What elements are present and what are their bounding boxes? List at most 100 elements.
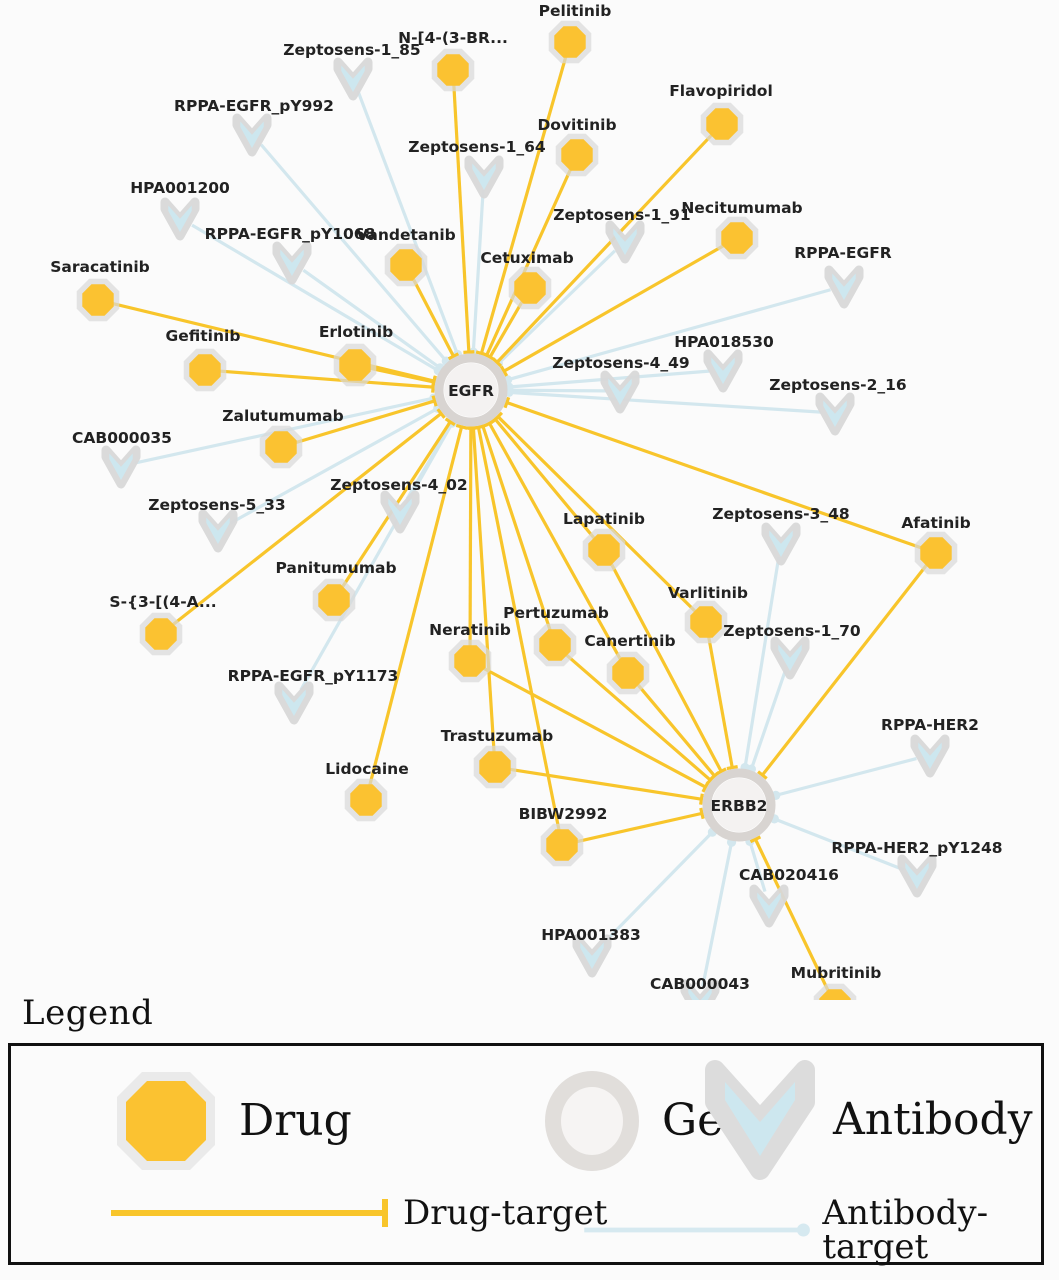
edge-endcap-tee bbox=[699, 807, 705, 820]
drug-icon bbox=[117, 1072, 215, 1170]
edge-line bbox=[171, 412, 443, 627]
antibody-label: Zeptosens-1_91 bbox=[553, 206, 690, 224]
drug-node[interactable] bbox=[546, 829, 578, 861]
drug-node[interactable] bbox=[350, 784, 382, 816]
edge-endcap-tee bbox=[499, 365, 509, 377]
network-graph[interactable]: Zeptosens-1_85 Zeptosens-1_64 RPPA-EGFR_pY… bbox=[0, 0, 1059, 1000]
edge-line bbox=[485, 167, 573, 357]
drug-node[interactable] bbox=[390, 249, 422, 281]
edge-line bbox=[471, 427, 496, 754]
legend-label-drug: Drug bbox=[239, 1095, 352, 1146]
edge-line bbox=[701, 841, 734, 987]
antibody-glyph bbox=[757, 892, 781, 920]
gene-node-ring[interactable] bbox=[702, 768, 776, 842]
edge-line bbox=[218, 369, 434, 389]
edge-line bbox=[481, 425, 553, 633]
drug-node[interactable] bbox=[612, 657, 644, 689]
edge-line bbox=[479, 55, 568, 354]
antibody-label: RPPA-HER2_pY1248 bbox=[831, 839, 1002, 857]
edge-line bbox=[749, 669, 787, 770]
edge-line bbox=[481, 666, 707, 789]
drug-node[interactable] bbox=[265, 431, 297, 463]
drug-node[interactable] bbox=[588, 534, 620, 566]
antibody-label: HPA001200 bbox=[130, 179, 230, 197]
edge-line bbox=[508, 767, 702, 801]
edge-line bbox=[259, 143, 448, 363]
edge-endcap-tee bbox=[472, 424, 485, 430]
drug-node[interactable] bbox=[561, 139, 593, 171]
edge-endcap-tee bbox=[455, 423, 468, 430]
gene-label: ERBB2 bbox=[711, 797, 768, 815]
nodes-layer[interactable] bbox=[76, 20, 958, 1000]
drug-node[interactable] bbox=[920, 537, 952, 569]
edge-line bbox=[497, 249, 617, 365]
edge-line bbox=[600, 831, 714, 947]
antibody-glyph bbox=[388, 498, 412, 526]
drug-node[interactable] bbox=[479, 751, 511, 783]
edge-endcap-tee bbox=[709, 771, 720, 781]
drug-node[interactable] bbox=[318, 584, 350, 616]
drug-node[interactable] bbox=[145, 618, 177, 650]
drug-label: Trastuzumab bbox=[441, 727, 553, 745]
antibody-glyph bbox=[711, 357, 735, 385]
edge-line bbox=[743, 556, 781, 768]
antibody-glyph bbox=[905, 862, 929, 890]
edge-line bbox=[229, 406, 439, 525]
drug-label: Varlitinib bbox=[668, 584, 748, 602]
edge-line bbox=[356, 90, 460, 356]
antibody-label: Zeptosens-1_64 bbox=[408, 138, 546, 156]
edge-line bbox=[299, 422, 454, 691]
antibody-label: HPA018530 bbox=[674, 333, 774, 351]
drug-node[interactable] bbox=[819, 989, 851, 1000]
drug-label: Pelitinib bbox=[539, 2, 612, 20]
edge-line bbox=[775, 756, 917, 797]
drug-node[interactable] bbox=[82, 284, 114, 316]
network-svg[interactable]: Zeptosens-1_85 Zeptosens-1_64 RPPA-EGFR_pY… bbox=[0, 0, 1059, 1000]
drug-node[interactable] bbox=[721, 222, 753, 254]
edge-line bbox=[748, 840, 767, 893]
antibody-label: RPPA-EGFR_pY1173 bbox=[228, 667, 399, 685]
drug-node[interactable] bbox=[437, 54, 469, 86]
drug-node[interactable] bbox=[554, 26, 586, 58]
edge-endcap-tee bbox=[757, 770, 768, 780]
drug-label: Erlotinib bbox=[319, 323, 393, 341]
edge-line bbox=[635, 682, 716, 777]
edge-line bbox=[367, 426, 464, 787]
edge-line bbox=[503, 243, 726, 373]
gene-label: EGFR bbox=[448, 382, 494, 400]
antibody-glyph bbox=[282, 689, 306, 717]
drug-node[interactable] bbox=[189, 354, 221, 386]
edge-endcap-tee bbox=[726, 765, 738, 771]
edge-line bbox=[609, 561, 723, 773]
antibody-glyph bbox=[918, 742, 942, 770]
drug-label: Saracatinib bbox=[50, 258, 150, 276]
edge-endcap-tee bbox=[699, 793, 704, 805]
antibody-label: Zeptosens-3_48 bbox=[712, 505, 849, 523]
drug-label: Zalutumumab bbox=[222, 407, 343, 425]
drug-node[interactable] bbox=[690, 606, 722, 638]
legend-title: Legend bbox=[22, 993, 154, 1033]
gene-node-ring[interactable] bbox=[434, 353, 508, 427]
legend-edges-row: Drug-target Antibody-target bbox=[11, 1196, 1041, 1264]
edge-line bbox=[488, 299, 525, 358]
edge-line bbox=[471, 189, 485, 353]
antibody-glyph bbox=[580, 942, 604, 970]
drug-node[interactable] bbox=[454, 645, 486, 677]
edge-endcap-tee bbox=[444, 417, 456, 427]
antibody-label: Zeptosens-1_85 bbox=[283, 41, 420, 59]
drug-label: Mubritinib bbox=[791, 964, 882, 982]
antibody-label: RPPA-HER2 bbox=[881, 716, 979, 734]
edge-endcap-tee bbox=[749, 835, 762, 844]
antibody-label: Zeptosens-1_70 bbox=[723, 622, 861, 640]
edge-line bbox=[411, 276, 455, 358]
edge-line bbox=[476, 426, 561, 832]
gene-icon bbox=[545, 1071, 639, 1171]
drug-node[interactable] bbox=[339, 349, 371, 381]
edge-line bbox=[452, 83, 471, 353]
drug-node[interactable] bbox=[539, 629, 571, 661]
drug-node[interactable] bbox=[706, 108, 738, 140]
drug-node[interactable] bbox=[514, 272, 546, 304]
edge-line bbox=[575, 811, 703, 844]
antibody-label: CAB000035 bbox=[72, 429, 172, 447]
drug-label: Necitumumab bbox=[681, 199, 802, 217]
